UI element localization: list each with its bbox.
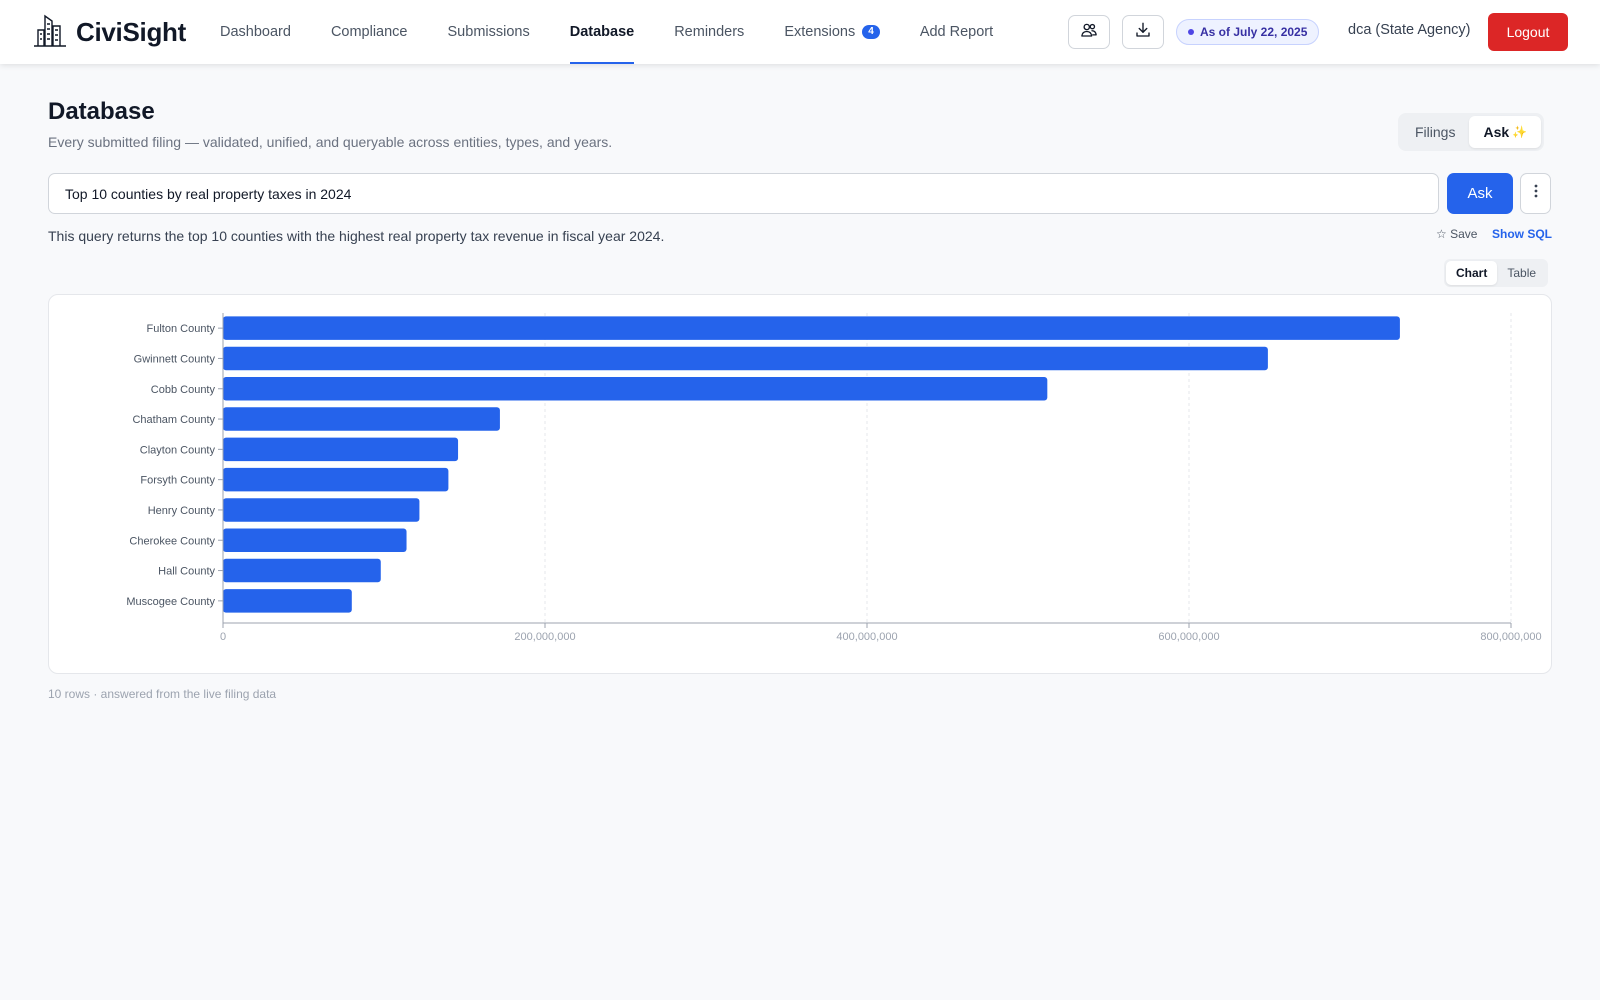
view-toggle: Chart Table <box>1444 259 1549 287</box>
download-button[interactable] <box>1122 15 1164 49</box>
city-buildings-logo-icon <box>32 12 68 53</box>
category-label: Hall County <box>158 566 215 578</box>
extensions-count-badge: 4 <box>862 25 880 39</box>
page-subtitle: Every submitted filing — validated, unif… <box>48 134 613 150</box>
category-label: Clayton County <box>140 444 216 456</box>
brand[interactable]: CiviSight <box>32 12 186 52</box>
nav-item-dashboard[interactable]: Dashboard <box>200 0 311 64</box>
nav-item-reminders[interactable]: Reminders <box>654 0 764 64</box>
view-chart-button[interactable]: Chart <box>1446 261 1498 285</box>
logout-button[interactable]: Logout <box>1488 13 1568 51</box>
tab-ask[interactable]: Ask ✨ <box>1469 116 1542 148</box>
bar <box>223 407 500 431</box>
brand-name: CiviSight <box>76 16 186 47</box>
nav-item-extensions[interactable]: Extensions 4 <box>764 0 900 64</box>
category-label: Chatham County <box>132 414 215 426</box>
nav-item-label: Add Report <box>919 24 994 40</box>
category-label: Gwinnett County <box>134 353 216 365</box>
nav-item-label: Database <box>569 24 635 40</box>
tab-filings[interactable]: Filings <box>1401 116 1469 148</box>
x-tick-label: 800,000,000 <box>1480 631 1541 643</box>
nav-item-label: Dashboard <box>220 24 291 40</box>
tab-label: Ask <box>1483 124 1510 140</box>
result-footer-note: 10 rows · answered from the live filing … <box>48 687 277 701</box>
users-icon <box>1080 21 1098 44</box>
bar <box>223 346 1268 371</box>
nav-item-add-report[interactable]: Add Report <box>900 0 1013 64</box>
bar <box>223 498 420 522</box>
x-tick-label: 200,000,000 <box>514 631 575 643</box>
bar-chart: 0 200,000,000 400,000,000 600,000,000 800,00… <box>126 313 1542 643</box>
bar <box>223 467 449 492</box>
x-tick-label: 600,000,000 <box>1158 631 1219 643</box>
status-dot-icon <box>1188 29 1194 35</box>
query-input[interactable] <box>48 173 1439 214</box>
category-label: Henry County <box>148 505 216 517</box>
save-query-button[interactable]: ☆ Save <box>1436 227 1478 241</box>
nav-item-label: Reminders <box>674 24 745 40</box>
main-nav: Dashboard Compliance Submissions Databas… <box>200 0 1013 64</box>
category-label: Cobb County <box>151 384 216 396</box>
page-title: Database <box>48 98 155 125</box>
ask-button[interactable]: Ask <box>1447 173 1513 214</box>
bar <box>223 316 1400 340</box>
x-tick-label: 0 <box>220 631 226 643</box>
more-vertical-icon <box>1534 184 1538 203</box>
bar <box>223 558 381 583</box>
as-of-date-text: As of July 22, 2025 <box>1200 25 1308 39</box>
category-label: Muscogee County <box>126 596 215 608</box>
download-icon <box>1134 21 1152 44</box>
bar <box>223 437 459 462</box>
as-of-date-badge: As of July 22, 2025 <box>1176 19 1320 45</box>
nav-item-submissions[interactable]: Submissions <box>428 0 550 64</box>
bar <box>223 377 1048 401</box>
more-options-button[interactable] <box>1520 173 1551 214</box>
nav-item-compliance[interactable]: Compliance <box>311 0 428 64</box>
view-table-button[interactable]: Table <box>1507 266 1537 280</box>
nav-item-database[interactable]: Database <box>550 0 654 64</box>
bar <box>223 528 407 552</box>
x-tick-label: 400,000,000 <box>836 631 897 643</box>
query-summary: This query returns the top 10 counties w… <box>48 228 665 244</box>
tab-label: Filings <box>1415 124 1456 140</box>
nav-item-label: Submissions <box>447 24 530 40</box>
chart-card: 0 200,000,000 400,000,000 600,000,000 800,00… <box>48 294 1552 674</box>
category-label: Fulton County <box>147 323 216 335</box>
database-mode-toggle: Filings Ask ✨ <box>1398 113 1545 151</box>
nav-item-label: Compliance <box>330 24 408 40</box>
current-user-label: dca (State Agency) <box>1348 22 1471 38</box>
show-sql-link[interactable]: Show SQL <box>1492 227 1552 241</box>
users-button[interactable] <box>1068 15 1110 49</box>
category-label: Forsyth County <box>140 475 215 487</box>
sparkle-icon: ✨ <box>1512 125 1528 139</box>
top-navigation-bar: CiviSight Dashboard Compliance Submissio… <box>0 0 1600 64</box>
nav-item-label: Extensions <box>784 24 856 40</box>
bar <box>223 589 352 613</box>
category-label: Cherokee County <box>129 535 215 547</box>
